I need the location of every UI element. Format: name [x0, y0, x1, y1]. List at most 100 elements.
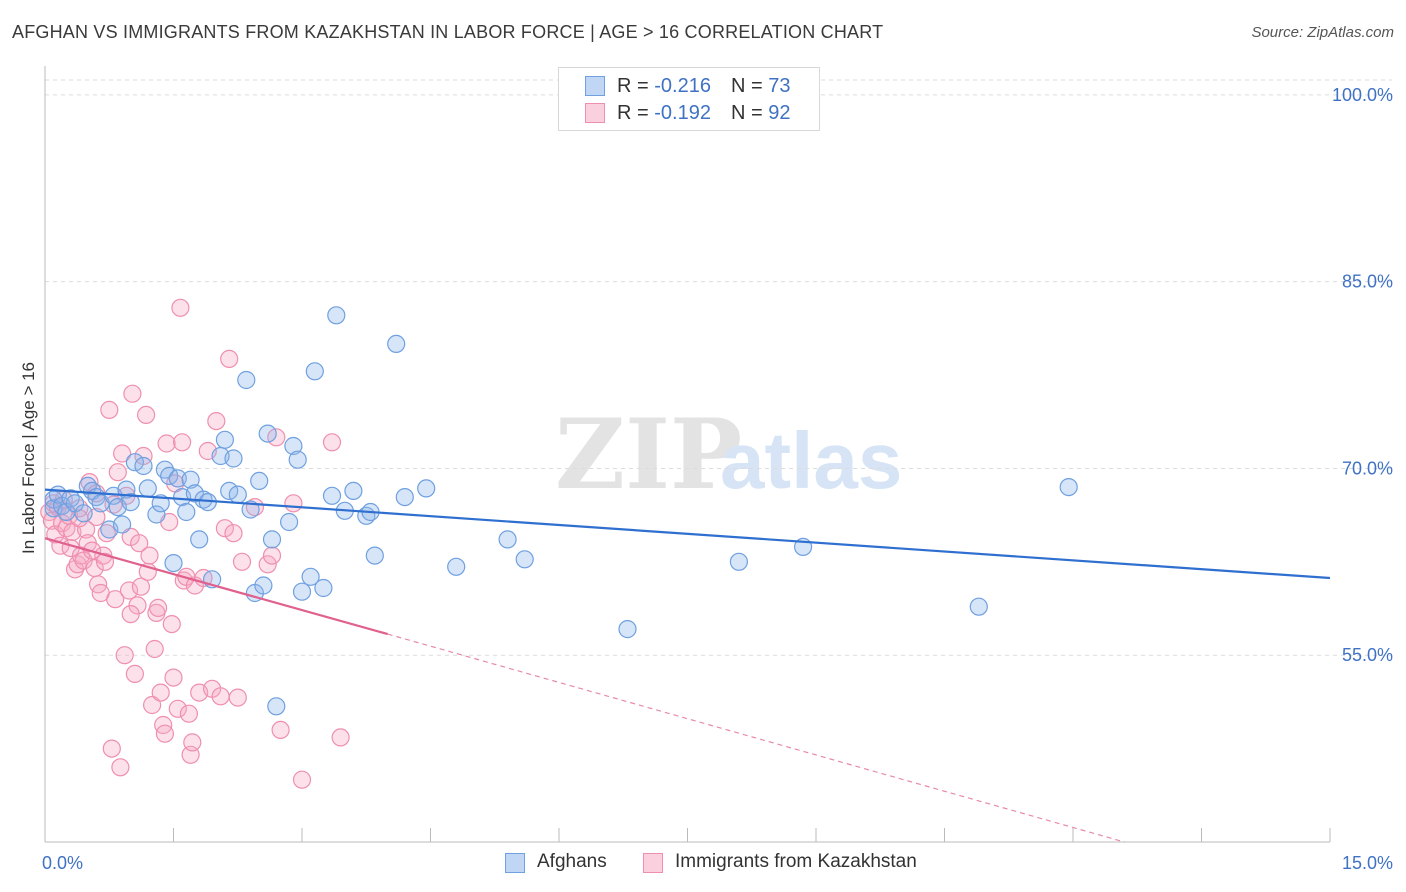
kazakhstan-point: [168, 699, 187, 718]
y-tick-label: 55.0%: [1342, 645, 1393, 665]
afghans-point: [314, 578, 333, 598]
afghans-point: [729, 552, 749, 571]
legend-swatch-kazakhstan: [643, 853, 663, 873]
kazakhstan-point: [292, 770, 312, 789]
afghans-point: [395, 488, 414, 507]
kazakhstan-point: [258, 555, 277, 574]
legend-n-value: 73: [768, 75, 791, 97]
legend-r-value: -0.216: [654, 75, 711, 97]
afghans-point: [164, 553, 183, 573]
afghans-point: [147, 505, 166, 524]
afghans-point: [305, 362, 324, 381]
afghans-point: [515, 550, 534, 569]
legend-n-label: N =: [730, 75, 769, 97]
kazakhstan-point: [322, 433, 342, 452]
kazakhstan-point: [271, 720, 290, 740]
kazakhstan-point: [284, 494, 303, 513]
kazakhstan-point: [108, 463, 127, 482]
legend-swatch-kazakhstan: [585, 103, 605, 123]
afghans-point: [498, 530, 517, 549]
kazakhstan-point: [211, 687, 230, 706]
kazakhstan-point: [125, 664, 144, 684]
y-tick-label: 100.0%: [1332, 85, 1393, 105]
watermark: ZIP atlas: [555, 398, 902, 511]
afghans-point: [228, 485, 247, 504]
legend-swatch-afghans: [505, 853, 525, 873]
kazakhstan-point: [137, 405, 156, 424]
legend-r-value: -0.192: [654, 102, 711, 124]
kazakhstan-point: [149, 598, 168, 618]
kazakhstan-point: [95, 552, 115, 571]
afghans-point: [417, 479, 436, 498]
axes: [44, 66, 1331, 843]
legend-n-value: 92: [768, 102, 791, 124]
kazakhstan-point: [155, 724, 174, 743]
afghans-point: [618, 619, 637, 639]
afghans-point: [134, 456, 153, 476]
afghans-point: [447, 557, 466, 576]
afghans-point: [254, 576, 273, 595]
afghans-trend-line: [44, 488, 1331, 580]
kazakhstan-point: [164, 668, 183, 687]
kazakhstan-point: [131, 577, 150, 596]
kazakhstan-point: [119, 581, 139, 600]
afghans-point: [112, 515, 132, 534]
afghans-point: [301, 567, 320, 586]
kazakhstan-point: [262, 546, 282, 565]
afghans-point: [1059, 478, 1078, 497]
afghans-point: [237, 370, 256, 390]
tick-labels: 55.0% 70.0% 85.0% 100.0% 0.0% 15.0%: [42, 85, 1393, 873]
kazakhstan-point: [183, 733, 202, 752]
afghans-point: [344, 481, 363, 500]
kazakhstan-point: [111, 758, 130, 777]
kazakhstan-trend-line: [44, 537, 388, 636]
kazakhstan-point: [220, 349, 239, 368]
kazakhstan-point: [143, 695, 162, 715]
kazakhstan-point: [151, 683, 170, 702]
trend-lines: [44, 488, 1331, 843]
y-tick-label: 85.0%: [1342, 272, 1393, 292]
legend-label-kazakhstan: Immigrants from Kazakhstan: [675, 851, 917, 872]
kazakhstan-point: [331, 728, 350, 747]
y-axis-label: In Labor Force | Age > 16: [19, 362, 38, 554]
afghans-point: [288, 450, 307, 469]
source-label: Source: ZipAtlas.com: [1251, 24, 1394, 41]
y-tick-label: 70.0%: [1342, 458, 1393, 478]
afghans-point: [151, 494, 170, 513]
afghans-point: [327, 306, 346, 325]
kazakhstan-point: [173, 433, 192, 452]
kazakhstan-point: [145, 639, 164, 659]
kazakhstan-point: [179, 704, 198, 723]
kazakhstan-trend-extension: [387, 633, 1125, 843]
afghans-point: [284, 436, 303, 456]
kazakhstan-point: [123, 384, 142, 403]
afghans-point: [224, 449, 243, 468]
legend-swatch-afghans: [585, 76, 605, 96]
legend-label-afghans: Afghans: [537, 851, 607, 872]
afghans-point: [267, 697, 286, 716]
chart-title: AFGHAN VS IMMIGRANTS FROM KAZAKHSTAN IN …: [12, 22, 884, 42]
afghans-point: [262, 530, 282, 549]
correlation-legend: R = -0.216 N = 73 R = -0.192 N = 92: [558, 67, 820, 131]
kazakhstan-point: [171, 298, 190, 317]
afghans-point: [365, 546, 384, 565]
kazakhstan-point: [121, 604, 140, 624]
afghans-point: [138, 479, 157, 498]
legend-r-label: R =: [617, 102, 655, 124]
kazakhstan-point: [106, 590, 125, 609]
kazakhstan-point: [140, 546, 159, 565]
afghans-point: [74, 504, 93, 523]
afghans-point: [258, 424, 277, 443]
kazakhstan-point: [215, 519, 234, 538]
kazakhstan-point: [115, 646, 134, 665]
afghans-point: [215, 430, 234, 449]
afghans-point: [969, 597, 988, 616]
watermark-zip: ZIP: [555, 398, 742, 511]
afghans-point: [190, 530, 209, 549]
kazakhstan-point: [100, 400, 119, 419]
x-tick-label: 15.0%: [1342, 853, 1393, 873]
afghans-point: [181, 470, 200, 489]
afghans-point: [387, 334, 406, 353]
kazakhstan-point: [162, 614, 181, 634]
